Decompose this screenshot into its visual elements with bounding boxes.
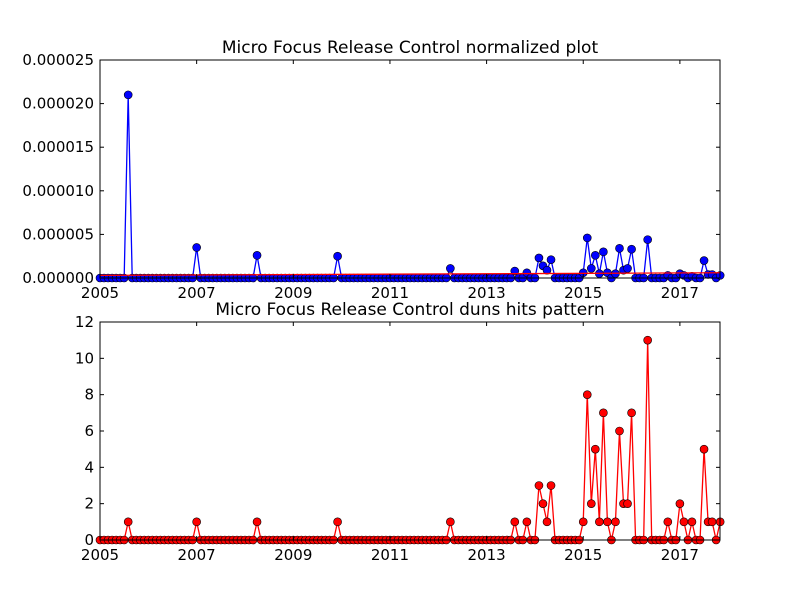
y-tick-label: 0.000025 xyxy=(22,51,94,69)
data-point xyxy=(542,265,552,275)
y-tick-label: 0.000005 xyxy=(22,225,94,243)
y-tick-label: 0.000000 xyxy=(22,269,94,287)
x-tick-label: 2017 xyxy=(661,284,699,302)
data-point xyxy=(663,517,673,527)
top-chart-title: Micro Focus Release Control normalized p… xyxy=(222,38,599,58)
top-chart: Micro Focus Release Control normalized p… xyxy=(22,38,725,302)
data-point xyxy=(446,517,455,527)
x-tick-label: 2011 xyxy=(371,284,409,302)
data-point xyxy=(623,499,632,508)
data-point xyxy=(534,481,544,490)
data-point xyxy=(333,517,342,527)
data-point xyxy=(582,390,592,399)
data-point xyxy=(123,90,133,100)
data-point xyxy=(699,256,709,265)
data-point xyxy=(192,517,201,527)
x-tick-label: 2011 xyxy=(371,546,409,564)
data-point xyxy=(538,499,548,508)
y-tick-label: 6 xyxy=(84,422,94,440)
data-point xyxy=(586,264,596,273)
x-tick-label: 2007 xyxy=(178,284,216,302)
y-tick-label: 0.000020 xyxy=(22,95,94,113)
data-point xyxy=(627,408,636,418)
data-point xyxy=(522,517,532,527)
x-tick-label: 2013 xyxy=(468,546,506,564)
y-tick-label: 0 xyxy=(84,531,94,549)
data-point xyxy=(591,444,600,454)
x-tick-label: 2015 xyxy=(564,546,602,564)
plot-frame xyxy=(99,59,721,279)
data-point xyxy=(582,233,592,243)
bottom-chart-title: Micro Focus Release Control duns hits pa… xyxy=(215,300,604,320)
data-point xyxy=(586,499,596,508)
data-point xyxy=(546,481,556,490)
data-point xyxy=(675,499,685,508)
data-point xyxy=(510,517,520,527)
x-tick-label: 2005 xyxy=(81,284,119,302)
y-tick-label: 2 xyxy=(84,495,94,513)
data-point xyxy=(599,247,608,257)
x-tick-label: 2013 xyxy=(468,284,506,302)
data-point xyxy=(615,426,624,436)
top-chart-plot-area: 2005 2007 2009 2011 2013 2015 2017 0.000000 0.00… xyxy=(22,51,725,302)
data-point xyxy=(615,244,624,253)
data-point xyxy=(707,517,717,527)
data-point xyxy=(627,244,636,254)
data-point xyxy=(123,517,133,527)
y-tick-label: 4 xyxy=(84,458,94,476)
y-tick-label: 10 xyxy=(75,349,94,367)
data-point xyxy=(699,444,709,454)
series-line-1 xyxy=(99,272,721,277)
x-tick-label: 2007 xyxy=(178,546,216,564)
x-tick-label: 2009 xyxy=(274,546,312,564)
data-point xyxy=(252,517,262,527)
data-point xyxy=(591,251,600,260)
data-point xyxy=(446,264,455,273)
bottom-chart-plot-area: 2005 2007 2009 2011 2013 2015 2017 0 2 4 6 8 10 12 xyxy=(75,313,725,564)
data-point xyxy=(611,517,620,527)
y-tick-label: 0.000015 xyxy=(22,138,94,156)
data-point xyxy=(192,243,201,252)
data-point xyxy=(542,517,552,527)
data-point xyxy=(252,251,262,260)
x-tick-label: 2017 xyxy=(661,546,699,564)
data-point xyxy=(599,408,608,418)
data-point xyxy=(643,235,652,244)
data-point xyxy=(534,253,544,263)
y-tick-label: 12 xyxy=(75,313,94,331)
y-tick-label: 8 xyxy=(84,386,94,404)
data-point xyxy=(546,255,556,264)
data-point xyxy=(643,335,652,345)
data-point xyxy=(333,251,342,261)
bottom-chart: Micro Focus Release Control duns hits pa… xyxy=(75,300,725,564)
x-tick-label: 2015 xyxy=(564,284,602,302)
y-tick-label: 0.000010 xyxy=(22,182,94,200)
data-point xyxy=(687,517,697,527)
data-point xyxy=(603,517,612,527)
x-tick-label: 2009 xyxy=(274,284,312,302)
data-point xyxy=(595,517,604,527)
data-point xyxy=(578,517,588,527)
data-point xyxy=(679,517,689,527)
data-point xyxy=(623,264,632,273)
x-tick-label: 2005 xyxy=(81,546,119,564)
